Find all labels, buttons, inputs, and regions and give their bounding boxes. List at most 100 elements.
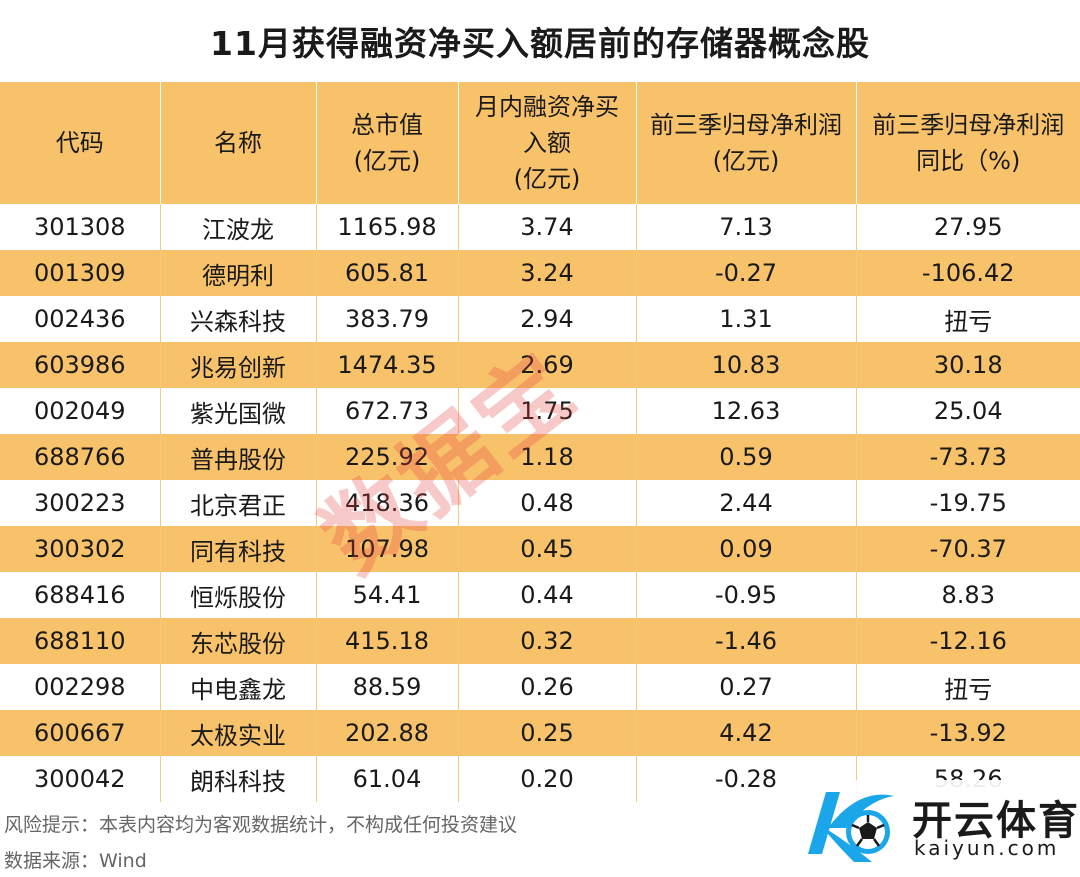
stock-code-cell: 688416 <box>0 572 161 618</box>
stock-code-cell: 002436 <box>0 296 161 342</box>
profit-yoy-cell: -19.75 <box>856 480 1080 526</box>
net-profit-cell: 7.13 <box>636 204 857 250</box>
market-cap-cell: 672.73 <box>316 388 459 434</box>
logo-chinese-text: 开云体育 <box>912 798 1080 844</box>
column-header-line: 代码 <box>55 129 104 157</box>
market-cap-cell: 1165.98 <box>316 204 459 250</box>
column-header-line: 月内融资净买 <box>475 93 619 121</box>
net-profit-cell: 4.42 <box>636 710 857 756</box>
risk-disclaimer: 风险提示：本表内容均为客观数据统计，不构成任何投资建议 <box>4 814 518 836</box>
net-financing-cell: 1.18 <box>458 434 637 480</box>
profit-yoy-cell: 30.18 <box>856 342 1080 388</box>
table-row: 688766 普冉股份 225.92 1.18 0.59 -73.73 <box>0 434 1080 480</box>
market-cap-cell: 88.59 <box>316 664 459 710</box>
profit-yoy-cell: 25.04 <box>856 388 1080 434</box>
column-header-line: 前三季归母净利润 <box>872 111 1065 139</box>
column-header-line: (亿元) <box>353 147 421 175</box>
stock-name-cell: 东芯股份 <box>160 618 317 664</box>
stock-name-cell: 普冉股份 <box>160 434 317 480</box>
table-row: 001309 德明利 605.81 3.24 -0.27 -106.42 <box>0 250 1080 296</box>
net-financing-cell: 0.25 <box>458 710 637 756</box>
stock-name-cell: 朗科科技 <box>160 756 317 802</box>
logo-domain-text: kaiyun.com <box>914 836 1060 860</box>
net-financing-cell: 2.94 <box>458 296 637 342</box>
stock-code-cell: 300042 <box>0 756 161 802</box>
stock-code-cell: 688766 <box>0 434 161 480</box>
stock-code-cell: 300223 <box>0 480 161 526</box>
net-financing-cell: 3.74 <box>458 204 637 250</box>
stock-code-cell: 002049 <box>0 388 161 434</box>
stock-name-cell: 北京君正 <box>160 480 317 526</box>
column-header: 前三季归母净利润 同比（%) <box>856 82 1080 204</box>
stock-table: 代码 名称 总市值 (亿元) 月内融资净买 入额 (亿元) 前三季归母净利润 (亿元) 前三季归母… <box>0 82 1080 802</box>
net-financing-cell: 0.20 <box>458 756 637 802</box>
stock-name-cell: 太极实业 <box>160 710 317 756</box>
stock-name-cell: 同有科技 <box>160 526 317 572</box>
net-profit-cell: 10.83 <box>636 342 857 388</box>
stock-name-cell: 中电鑫龙 <box>160 664 317 710</box>
profit-yoy-cell: -13.92 <box>856 710 1080 756</box>
profit-yoy-cell: 扭亏 <box>856 664 1080 710</box>
table-row: 301308 江波龙 1165.98 3.74 7.13 27.95 <box>0 204 1080 250</box>
net-profit-cell: -0.27 <box>636 250 857 296</box>
profit-yoy-cell: -70.37 <box>856 526 1080 572</box>
stock-name-cell: 恒烁股份 <box>160 572 317 618</box>
market-cap-cell: 418.36 <box>316 480 459 526</box>
net-profit-cell: 0.09 <box>636 526 857 572</box>
table-row: 688110 东芯股份 415.18 0.32 -1.46 -12.16 <box>0 618 1080 664</box>
market-cap-cell: 202.88 <box>316 710 459 756</box>
column-header: 前三季归母净利润 (亿元) <box>636 82 857 204</box>
stock-code-cell: 001309 <box>0 250 161 296</box>
profit-yoy-cell: -12.16 <box>856 618 1080 664</box>
table-row: 603986 兆易创新 1474.35 2.69 10.83 30.18 <box>0 342 1080 388</box>
stock-name-cell: 德明利 <box>160 250 317 296</box>
table-row: 002298 中电鑫龙 88.59 0.26 0.27 扭亏 <box>0 664 1080 710</box>
net-profit-cell: 2.44 <box>636 480 857 526</box>
net-financing-cell: 0.32 <box>458 618 637 664</box>
market-cap-cell: 1474.35 <box>316 342 459 388</box>
data-source: 数据来源：Wind <box>4 850 147 872</box>
net-financing-cell: 0.45 <box>458 526 637 572</box>
stock-code-cell: 002298 <box>0 664 161 710</box>
stock-code-cell: 600667 <box>0 710 161 756</box>
column-header: 月内融资净买 入额 (亿元) <box>458 82 637 204</box>
brand-logo: 开云体育 kaiyun.com <box>790 780 1080 870</box>
market-cap-cell: 605.81 <box>316 250 459 296</box>
net-financing-cell: 2.69 <box>458 342 637 388</box>
market-cap-cell: 61.04 <box>316 756 459 802</box>
column-header-line: 总市值 <box>351 111 423 139</box>
stock-name-cell: 江波龙 <box>160 204 317 250</box>
page-title: 11月获得融资净买入额居前的存储器概念股 <box>210 24 870 63</box>
net-financing-cell: 0.44 <box>458 572 637 618</box>
net-financing-cell: 0.48 <box>458 480 637 526</box>
table-row: 300223 北京君正 418.36 0.48 2.44 -19.75 <box>0 480 1080 526</box>
net-profit-cell: -0.95 <box>636 572 857 618</box>
market-cap-cell: 383.79 <box>316 296 459 342</box>
column-header-line: 入额 <box>523 129 571 157</box>
table-row: 002049 紫光国微 672.73 1.75 12.63 25.04 <box>0 388 1080 434</box>
market-cap-cell: 107.98 <box>316 526 459 572</box>
column-header: 名称 <box>160 82 317 204</box>
table-row: 300042 朗科科技 61.04 0.20 -0.28 58.26 <box>0 756 1080 802</box>
profit-yoy-cell: -73.73 <box>856 434 1080 480</box>
market-cap-cell: 54.41 <box>316 572 459 618</box>
stock-code-cell: 688110 <box>0 618 161 664</box>
column-header-line: 同比（%) <box>916 147 1021 175</box>
net-financing-cell: 1.75 <box>458 388 637 434</box>
market-cap-cell: 225.92 <box>316 434 459 480</box>
table-row: 600667 太极实业 202.88 0.25 4.42 -13.92 <box>0 710 1080 756</box>
stock-name-cell: 紫光国微 <box>160 388 317 434</box>
column-header: 代码 <box>0 82 161 204</box>
net-profit-cell: -1.46 <box>636 618 857 664</box>
stock-name-cell: 兴森科技 <box>160 296 317 342</box>
market-cap-cell: 415.18 <box>316 618 459 664</box>
net-profit-cell: 0.27 <box>636 664 857 710</box>
profit-yoy-cell: 8.83 <box>856 572 1080 618</box>
net-profit-cell: 1.31 <box>636 296 857 342</box>
profit-yoy-cell: 27.95 <box>856 204 1080 250</box>
table-header-row: 代码 名称 总市值 (亿元) 月内融资净买 入额 (亿元) 前三季归母净利润 (亿元) 前三季归母… <box>0 82 1080 204</box>
net-profit-cell: 0.59 <box>636 434 857 480</box>
net-profit-cell: 12.63 <box>636 388 857 434</box>
column-header-line: 名称 <box>214 129 262 157</box>
profit-yoy-cell: -106.42 <box>856 250 1080 296</box>
